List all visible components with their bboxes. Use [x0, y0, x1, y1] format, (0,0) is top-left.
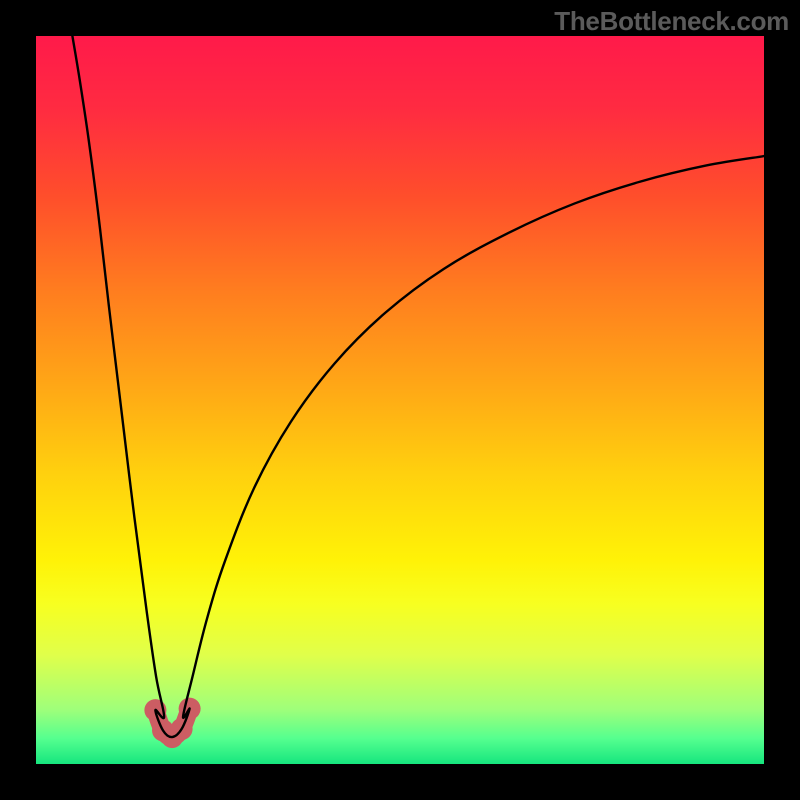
chart-frame: TheBottleneck.com [0, 0, 800, 800]
plot-background [36, 36, 764, 764]
bottleneck-chart [0, 0, 800, 800]
